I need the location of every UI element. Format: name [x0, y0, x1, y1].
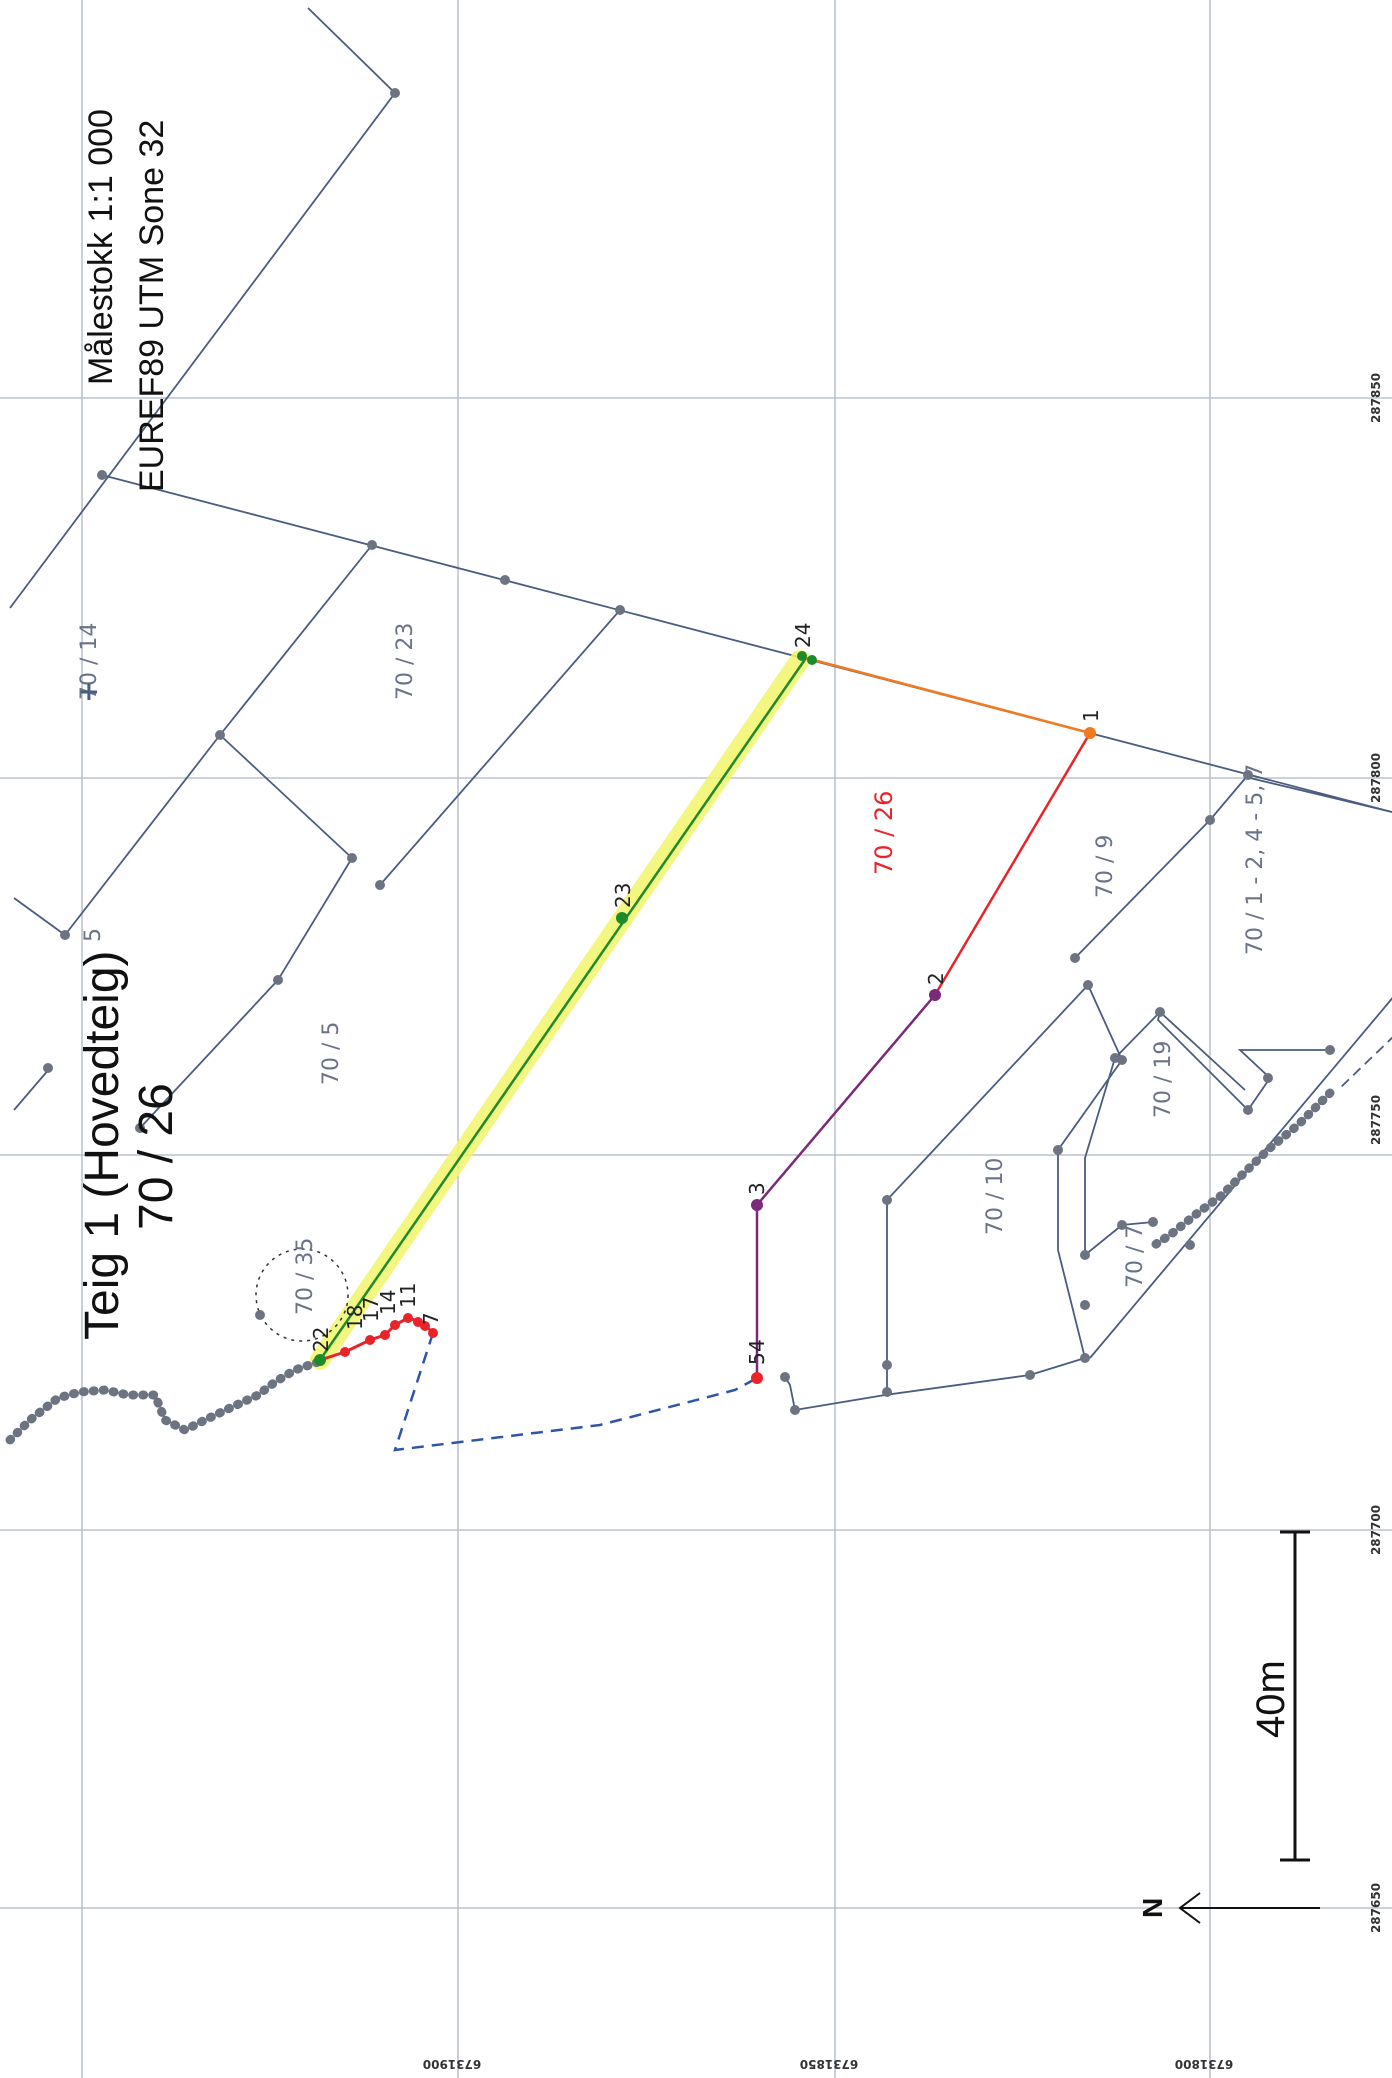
- point-label-24: 24: [791, 623, 815, 648]
- title-line-2: 70 / 26: [130, 1083, 183, 1230]
- boundary-dots: [43, 88, 1335, 1415]
- parcel-label-70-5: 70 / 5: [319, 1022, 344, 1085]
- green-line-22-24: [318, 657, 808, 1361]
- point-label-5: 5: [745, 1352, 769, 1365]
- point-label-14: 14: [376, 1290, 400, 1315]
- point-label-11: 11: [396, 1283, 420, 1308]
- projection-text: EUREF89 UTM Sone 32: [133, 120, 171, 492]
- parcel-label-70-26: 70 / 26: [870, 791, 898, 875]
- point-label-2: 2: [924, 972, 948, 985]
- parcel-label-70-1: 70 / 1 - 2, 4 - 5, 7: [1243, 764, 1268, 955]
- parcel-label-5: 5: [81, 928, 106, 942]
- title-line-1: Teig 1 (Hovedteig): [76, 950, 129, 1340]
- red-line-1-2: [933, 732, 1092, 996]
- point-label-3: 3: [745, 1182, 769, 1195]
- parcel-label-70-35: 70 / 35: [293, 1238, 318, 1315]
- dashed-line: [393, 1332, 758, 1452]
- east-label-287800: 287800: [1369, 753, 1383, 803]
- shoreline: [5, 1357, 323, 1445]
- parcel-label-70-14: 70 / 14: [77, 623, 102, 700]
- east-label-287650: 287650: [1369, 1883, 1383, 1933]
- parcel-label-70-23: 70 / 23: [393, 623, 418, 700]
- point-label-23: 23: [611, 883, 635, 908]
- road-boundary: [1249, 777, 1392, 813]
- corner-points: [314, 651, 1096, 1384]
- point-label-17: 17: [359, 1297, 383, 1322]
- parcel-label-70-7: 70 / 7: [1123, 1225, 1148, 1288]
- parcel-label-70-19: 70 / 19: [1151, 1041, 1176, 1118]
- point-label-22: 22: [309, 1327, 333, 1352]
- east-label-287700: 287700: [1369, 1505, 1383, 1555]
- parcel-35-circle: [255, 1248, 349, 1342]
- map-title: Teig 1 (Hovedteig) 70 / 26: [76, 950, 183, 1340]
- grid-labels: 287850 287800 287750 287700 287650 67319…: [423, 373, 1383, 2071]
- point-label-4: 4: [745, 1339, 769, 1352]
- north-label-6731850: 6731850: [800, 2057, 858, 2071]
- boundary-lines: [9, 7, 1392, 1412]
- north-label-6731900: 6731900: [423, 2057, 481, 2071]
- scale-bar: 40m: [1249, 1530, 1310, 1862]
- parcel-labels: 70 / 14 70 / 23 70 / 26 70 / 9 70 / 1 - …: [77, 623, 1268, 1315]
- scale-bar-label: 40m: [1249, 1660, 1293, 1738]
- point-label-7: 7: [419, 1312, 443, 1325]
- purple-line-2-3-4: [755, 994, 936, 1378]
- point-labels: 1 2 3 5 4 23 24 22 18 17 14 11 7: [309, 623, 1103, 1365]
- parcel-label-70-9: 70 / 9: [1093, 835, 1118, 898]
- point-label-1: 1: [1079, 709, 1103, 722]
- north-label: N: [1137, 1898, 1168, 1918]
- scale-text: Målestokk 1:1 000: [82, 109, 120, 385]
- plus-icon: +: [78, 677, 100, 707]
- point-label-18: 18: [343, 1305, 367, 1330]
- parcel-markers: +: [78, 677, 100, 707]
- orange-line-24-1: [805, 656, 1091, 735]
- north-label-6731800: 6731800: [1175, 2057, 1233, 2071]
- east-label-287750: 287750: [1369, 1095, 1383, 1145]
- map-info: Målestokk 1:1 000 EUREF89 UTM Sone 32: [82, 109, 171, 492]
- east-label-287850: 287850: [1369, 373, 1383, 423]
- shoreline-right: [1145, 1088, 1335, 1253]
- north-arrow: N: [1137, 1892, 1320, 1924]
- parcel-label-70-10: 70 / 10: [983, 1158, 1008, 1235]
